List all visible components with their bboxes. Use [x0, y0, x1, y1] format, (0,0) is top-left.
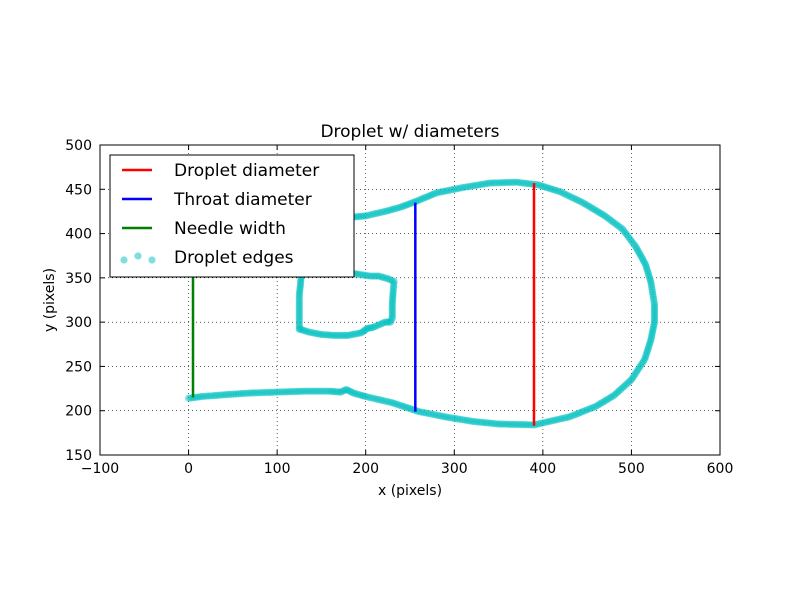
chart-title: Droplet w/ diameters: [320, 122, 499, 142]
x-tick-label: 400: [529, 461, 556, 477]
data-layer: [185, 178, 659, 429]
legend-scatter-marker: [148, 256, 156, 264]
legend-label-2: Needle width: [174, 219, 286, 239]
y-tick-label: 300: [65, 315, 92, 331]
y-tick-label: 150: [65, 448, 92, 464]
droplet-edge-point: [296, 325, 304, 333]
legend-scatter-marker: [134, 252, 142, 260]
legend-label-0: Droplet diameter: [174, 161, 319, 181]
legend: Droplet diameter Throat diameter Needle wi…: [109, 154, 355, 278]
y-tick-label: 500: [65, 138, 92, 154]
tick-layer: −100 0 100 200 300 400 500 600 150 200 250 300 350 40…: [65, 138, 733, 477]
y-tick-label: 350: [65, 271, 92, 287]
x-tick-label: 200: [352, 461, 379, 477]
x-tick-label: 100: [264, 461, 291, 477]
legend-label-scatter: Droplet edges: [174, 248, 294, 268]
y-tick-label: 250: [65, 359, 92, 375]
x-tick-label: −100: [81, 461, 119, 477]
x-tick-label: 500: [618, 461, 645, 477]
y-tick-label: 400: [65, 227, 92, 243]
x-tick-label: 300: [441, 461, 468, 477]
x-axis-label: x (pixels): [378, 483, 442, 499]
legend-scatter-marker: [120, 256, 128, 264]
x-tick-label: 600: [707, 461, 734, 477]
y-axis-label: y (pixels): [42, 268, 58, 332]
legend-items: Droplet diameter Throat diameter Needle wi…: [120, 161, 319, 268]
grid-layer: [100, 145, 720, 455]
axes-frame: [99, 144, 721, 456]
y-tick-label: 450: [65, 182, 92, 198]
y-tick-label: 200: [65, 404, 92, 420]
legend-label-1: Throat diameter: [173, 190, 312, 210]
x-tick-label: 0: [184, 461, 193, 477]
